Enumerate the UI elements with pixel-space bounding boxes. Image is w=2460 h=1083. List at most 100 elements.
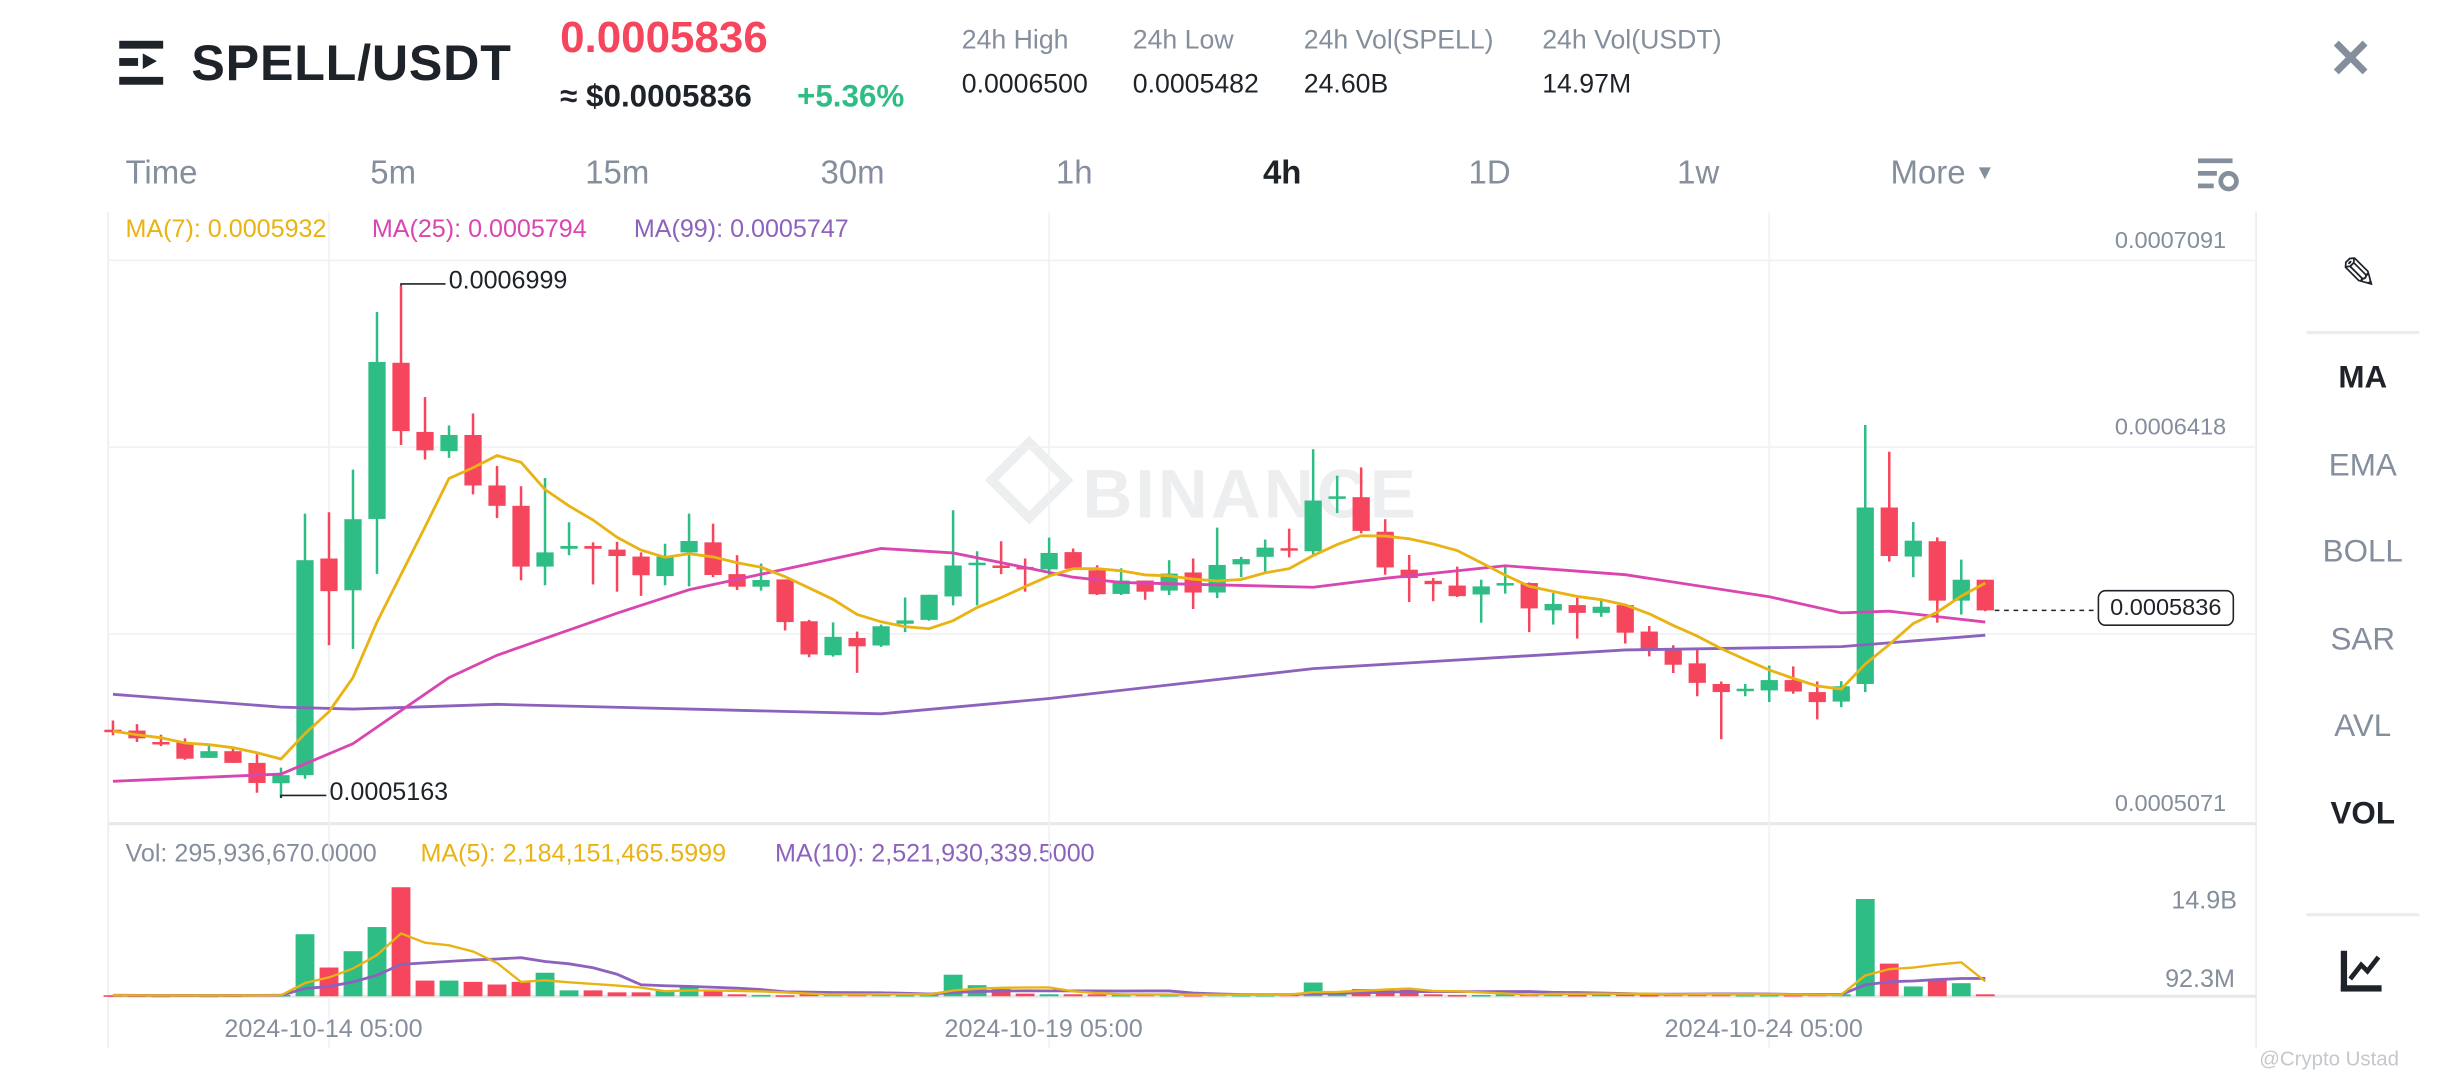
volume-bar — [1903, 986, 1923, 997]
drawing-tool-icon[interactable]: ✎ — [2340, 249, 2378, 299]
candle-body — [1376, 531, 1394, 568]
candle-body — [1400, 569, 1418, 579]
volume-axis-label: 92.3M — [2165, 966, 2235, 994]
tab-more[interactable]: More ▼ — [1891, 155, 1995, 193]
credit-watermark: @Crypto Ustad — [2259, 1046, 2399, 1070]
candle-body — [248, 762, 266, 783]
indicator-ema[interactable]: EMA — [2328, 448, 2397, 484]
high-marker-line — [400, 283, 446, 287]
volume-bar — [1087, 994, 1107, 997]
candle-body — [152, 741, 170, 745]
tab-5m[interactable]: 5m — [370, 155, 417, 192]
candle-body — [224, 751, 242, 763]
more-label: More — [1890, 155, 1966, 192]
stat-label-vol-base: 24h Vol(SPELL) — [1303, 25, 1494, 55]
volume-bar — [703, 990, 723, 997]
candle-body — [1448, 585, 1466, 597]
candle-body — [296, 560, 314, 776]
candle-body — [200, 751, 218, 758]
candle-body — [944, 565, 962, 597]
candle-body — [368, 361, 386, 519]
candle-body — [440, 435, 458, 452]
pair-title[interactable]: SPELL/USDT — [191, 34, 512, 91]
line-chart-icon[interactable] — [2340, 950, 2382, 992]
candle-body — [872, 626, 890, 646]
volume-bar — [1111, 994, 1131, 997]
time-axis-label: 2024-10-19 05:00 — [944, 1016, 1143, 1044]
candle-body — [1232, 559, 1250, 565]
ma25-line — [112, 547, 1986, 783]
candle-body — [1544, 603, 1562, 611]
tab-1h[interactable]: 1h — [1055, 155, 1093, 192]
candle-body — [704, 542, 722, 575]
chart-settings-icon[interactable] — [2198, 157, 2239, 192]
candle-body — [992, 565, 1010, 568]
candle-body — [896, 620, 914, 624]
candle-body — [1856, 507, 1874, 684]
legend-ma99: MA(99): 0.0005747 — [633, 216, 849, 244]
tab-4h[interactable]: 4h — [1262, 155, 1302, 192]
volume-bar — [1591, 993, 1611, 997]
candle-body — [1088, 570, 1106, 595]
candle-body — [1568, 605, 1586, 613]
candle-body — [1880, 507, 1898, 557]
candle-body — [464, 435, 482, 486]
candle-body — [632, 556, 650, 576]
volume-bar — [391, 887, 411, 997]
candle-body — [512, 505, 530, 567]
stat-label-vol-quote: 24h Vol(USDT) — [1542, 25, 1722, 55]
stat-label-low: 24h Low — [1132, 25, 1234, 55]
menu-arrow-icon[interactable] — [119, 40, 166, 85]
candle-body — [1904, 540, 1922, 557]
volume-bar — [1927, 979, 1947, 997]
volume-bar — [1495, 994, 1515, 997]
indicator-ma[interactable]: MA — [2338, 360, 2388, 396]
tab-1w[interactable]: 1w — [1677, 155, 1720, 192]
stat-value-vol-base: 24.60B — [1303, 69, 1389, 99]
volume-bar — [415, 980, 435, 997]
tab-15m[interactable]: 15m — [585, 155, 650, 192]
candle-body — [1352, 497, 1370, 531]
price-change: +5.36% — [797, 80, 905, 115]
candle-body — [392, 362, 410, 432]
candle-body — [680, 540, 698, 553]
candle-body — [1496, 583, 1514, 586]
candle-body — [656, 556, 674, 577]
close-icon[interactable]: ✕ — [2328, 29, 2373, 90]
candle-body — [752, 579, 770, 587]
volume-bar — [919, 994, 939, 997]
price-axis-label: 0.0006418 — [2114, 414, 2227, 441]
volume-bar — [1735, 994, 1755, 997]
indicator-boll[interactable]: BOLL — [2322, 534, 2403, 570]
caret-down-icon: ▼ — [1974, 160, 1995, 184]
candle-body — [1808, 692, 1826, 703]
volume-bar — [439, 980, 459, 997]
indicator-avl[interactable]: AVL — [2334, 709, 2392, 744]
legend-ma7: MA(7): 0.0005932 — [125, 216, 327, 244]
candle-body — [1616, 605, 1634, 633]
legend-vol: Vol: 295,936,670.0000 — [125, 840, 377, 868]
tab-30m[interactable]: 30m — [820, 155, 885, 192]
tab-1d[interactable]: 1D — [1468, 155, 1511, 192]
legend-vol-ma10: MA(10): 2,521,930,339.5000 — [775, 840, 1095, 868]
candle-body — [584, 545, 602, 549]
candle-body — [1928, 541, 1946, 601]
stat-value-vol-quote: 14.97M — [1542, 69, 1632, 99]
volume-bar — [607, 992, 627, 997]
indicator-sar[interactable]: SAR — [2330, 622, 2396, 658]
low-annotation: 0.0005163 — [329, 779, 449, 807]
ma99-line — [112, 633, 1986, 716]
volume-bar — [1039, 994, 1059, 997]
candle-body — [1640, 631, 1658, 649]
low-marker-line — [280, 794, 327, 799]
panel-divider — [2306, 913, 2420, 917]
candle-body — [1256, 547, 1274, 557]
tab-time[interactable]: Time — [125, 155, 198, 192]
indicator-vol[interactable]: VOL — [2330, 797, 2396, 832]
price-axis-label: 0.0005071 — [2114, 790, 2227, 818]
volume-bar — [655, 990, 675, 997]
candle-body — [320, 558, 338, 592]
time-axis-label: 2024-10-24 05:00 — [1664, 1016, 1863, 1044]
